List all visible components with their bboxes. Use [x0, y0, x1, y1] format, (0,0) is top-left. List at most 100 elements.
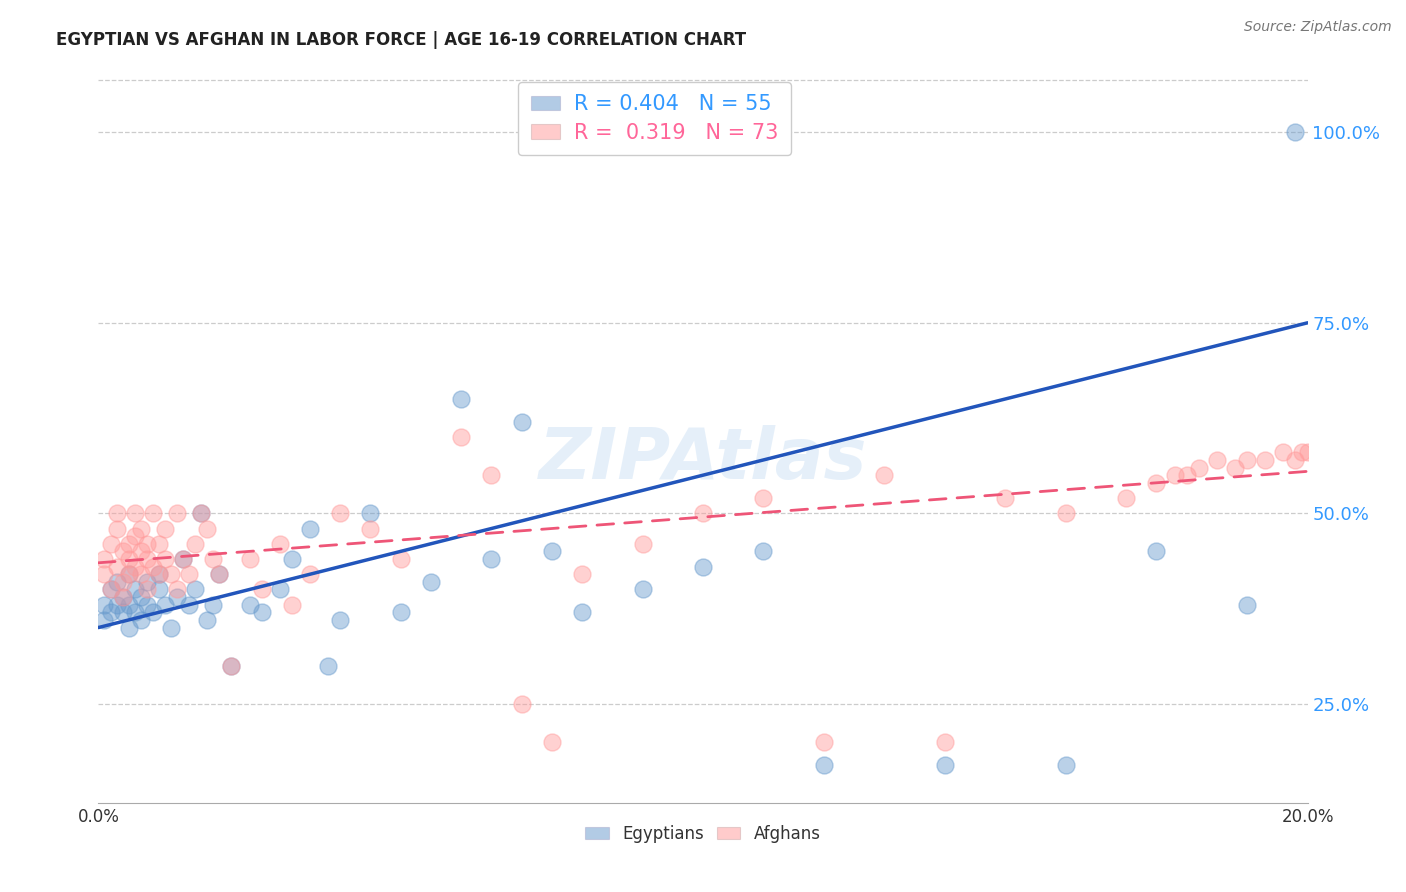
- Point: [571, 605, 593, 619]
- Text: Source: ZipAtlas.com: Source: ZipAtlas.com: [1244, 20, 1392, 34]
- Point: [195, 613, 218, 627]
- Point: [142, 559, 165, 574]
- Point: [1144, 544, 1167, 558]
- Text: EGYPTIAN VS AFGHAN IN LABOR FORCE | AGE 16-19 CORRELATION CHART: EGYPTIAN VS AFGHAN IN LABOR FORCE | AGE …: [56, 31, 747, 49]
- Point: [540, 735, 562, 749]
- Point: [142, 506, 165, 520]
- Point: [239, 598, 262, 612]
- Point: [111, 590, 134, 604]
- Point: [202, 598, 225, 612]
- Point: [250, 605, 273, 619]
- Point: [281, 598, 304, 612]
- Point: [934, 735, 956, 749]
- Point: [752, 491, 775, 505]
- Point: [360, 521, 382, 535]
- Point: [105, 521, 128, 535]
- Point: [190, 506, 212, 520]
- Point: [105, 506, 128, 520]
- Point: [148, 582, 170, 597]
- Point: [124, 582, 146, 597]
- Point: [813, 735, 835, 749]
- Point: [124, 506, 146, 520]
- Point: [111, 544, 134, 558]
- Point: [510, 415, 533, 429]
- Point: [135, 574, 157, 589]
- Point: [389, 605, 412, 619]
- Point: [153, 598, 176, 612]
- Point: [481, 468, 503, 483]
- Point: [420, 574, 443, 589]
- Point: [450, 392, 472, 406]
- Point: [166, 582, 188, 597]
- Point: [269, 582, 291, 597]
- Point: [540, 544, 562, 558]
- Point: [105, 574, 128, 589]
- Point: [1291, 445, 1313, 459]
- Point: [129, 521, 152, 535]
- Point: [813, 757, 835, 772]
- Point: [100, 582, 122, 597]
- Text: ZIPAtlas: ZIPAtlas: [538, 425, 868, 493]
- Point: [179, 567, 201, 582]
- Point: [93, 598, 115, 612]
- Point: [93, 613, 115, 627]
- Point: [1206, 453, 1229, 467]
- Point: [124, 529, 146, 543]
- Point: [1175, 468, 1198, 483]
- Point: [1272, 445, 1295, 459]
- Point: [118, 537, 141, 551]
- Point: [360, 506, 382, 520]
- Legend: Egyptians, Afghans: Egyptians, Afghans: [579, 818, 827, 849]
- Point: [111, 574, 134, 589]
- Point: [135, 552, 157, 566]
- Point: [100, 605, 122, 619]
- Point: [148, 537, 170, 551]
- Point: [221, 658, 243, 673]
- Point: [208, 567, 231, 582]
- Point: [118, 621, 141, 635]
- Point: [202, 552, 225, 566]
- Point: [153, 552, 176, 566]
- Point: [250, 582, 273, 597]
- Point: [571, 567, 593, 582]
- Point: [692, 506, 714, 520]
- Point: [631, 582, 654, 597]
- Point: [111, 605, 134, 619]
- Point: [111, 590, 134, 604]
- Point: [1236, 453, 1258, 467]
- Point: [184, 582, 207, 597]
- Point: [1115, 491, 1137, 505]
- Point: [93, 567, 115, 582]
- Point: [129, 567, 152, 582]
- Point: [329, 506, 352, 520]
- Point: [118, 598, 141, 612]
- Point: [100, 537, 122, 551]
- Point: [299, 521, 322, 535]
- Point: [105, 559, 128, 574]
- Point: [1144, 475, 1167, 490]
- Point: [221, 658, 243, 673]
- Point: [118, 567, 141, 582]
- Point: [873, 468, 896, 483]
- Point: [195, 521, 218, 535]
- Point: [190, 506, 212, 520]
- Point: [118, 567, 141, 582]
- Point: [1223, 460, 1246, 475]
- Point: [142, 605, 165, 619]
- Point: [450, 430, 472, 444]
- Point: [118, 552, 141, 566]
- Point: [172, 552, 194, 566]
- Point: [166, 590, 188, 604]
- Point: [208, 567, 231, 582]
- Point: [752, 544, 775, 558]
- Point: [269, 537, 291, 551]
- Point: [179, 598, 201, 612]
- Point: [166, 506, 188, 520]
- Point: [389, 552, 412, 566]
- Point: [1296, 445, 1319, 459]
- Point: [135, 582, 157, 597]
- Point: [148, 567, 170, 582]
- Point: [160, 621, 183, 635]
- Point: [160, 567, 183, 582]
- Point: [692, 559, 714, 574]
